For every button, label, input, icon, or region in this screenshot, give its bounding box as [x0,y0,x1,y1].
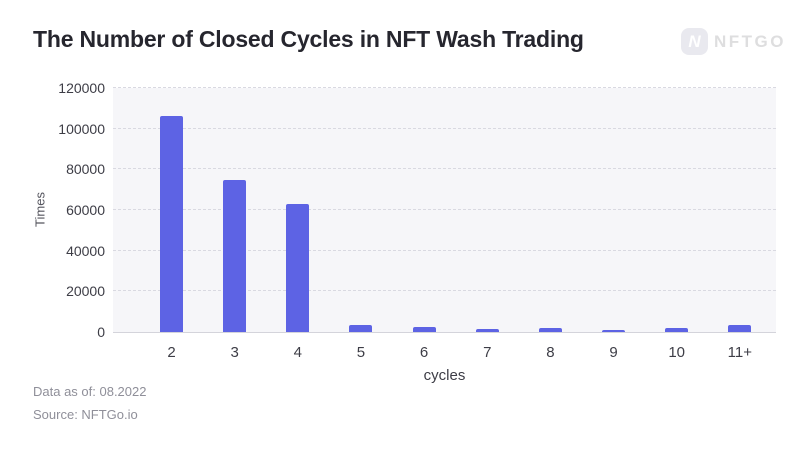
x-axis-line [113,332,776,333]
x-tick-label-10: 10 [668,344,686,361]
bar-8 [538,327,562,332]
data-as-of-note: Data as of: 08.2022 [33,384,147,399]
bar-3 [223,179,247,332]
bar-7 [475,328,499,332]
nftgo-n-icon: N [681,28,708,55]
gridline-20000 [113,290,776,292]
plot-area [113,87,776,333]
x-axis-title: cycles [423,367,466,384]
bar-2 [160,116,183,332]
x-tick-label-9: 9 [609,344,618,361]
bar-11+ [728,325,752,332]
source-note: Source: NFTGo.io [33,407,138,422]
x-tick-label-3: 3 [230,344,239,361]
x-tick-label-5: 5 [356,344,366,361]
x-tick-label-4: 4 [293,344,302,361]
x-tick-label-7: 7 [483,344,492,361]
gridline-40000 [113,249,776,251]
y-tick-label: 100000 [58,120,105,137]
x-tick-label-2: 2 [167,344,176,361]
x-tick-label-8: 8 [546,344,555,361]
x-tick-label-11+: 11+ [727,344,753,361]
page-title: The Number of Closed Cycles in NFT Wash … [33,26,584,52]
gridline-120000 [113,87,776,88]
nftgo-logo: N NFTGO [681,28,786,55]
bar-6 [412,326,436,332]
bar-4 [286,203,310,332]
x-tick-label-6: 6 [419,344,429,361]
bar-9 [602,330,626,332]
bar-5 [349,325,373,332]
bar-10 [665,328,689,332]
y-tick-label: 0 [97,324,105,340]
gridline-60000 [113,209,776,210]
nftgo-logo-text: NFTGO [714,31,786,51]
y-tick-label: 40000 [66,242,105,259]
y-tick-label: 80000 [66,161,105,178]
gridline-100000 [113,127,776,129]
y-tick-label: 60000 [66,202,105,218]
y-tick-label: 20000 [66,283,105,300]
gridline-80000 [113,168,776,170]
y-tick-label: 120000 [58,80,105,96]
